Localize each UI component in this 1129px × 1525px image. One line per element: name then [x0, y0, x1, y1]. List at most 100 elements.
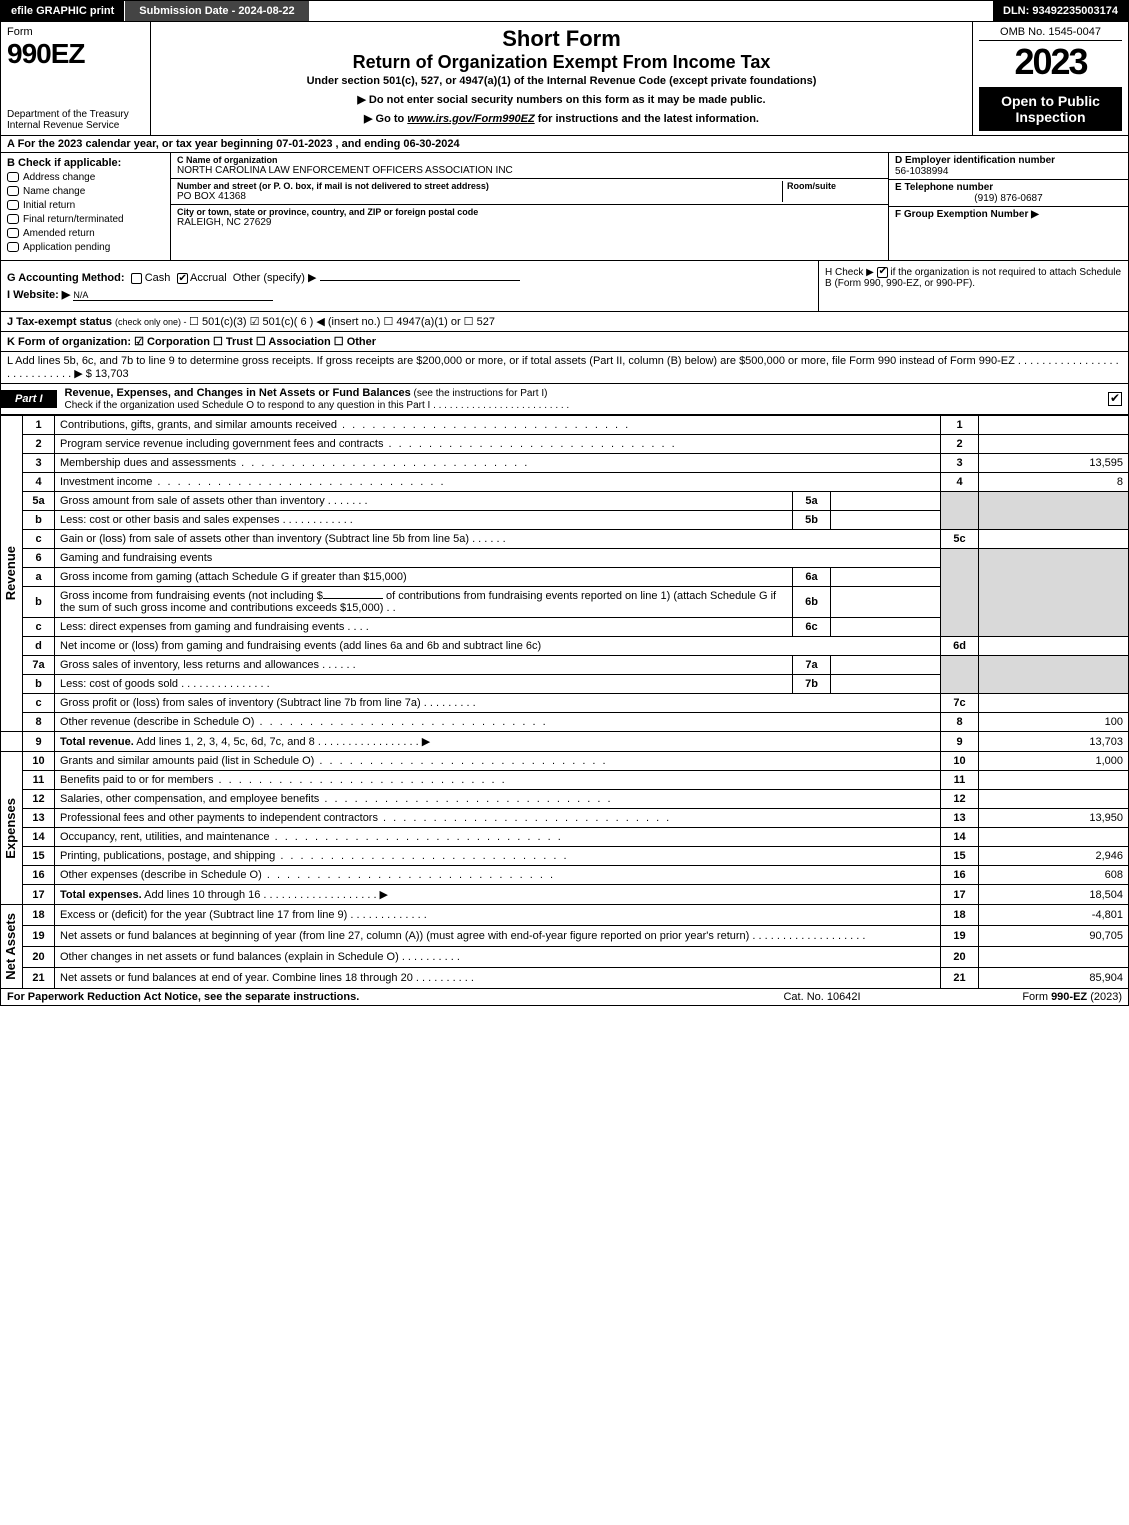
line-13-amt: 13,950 — [979, 809, 1129, 828]
line-5a-sub: 5a — [793, 492, 831, 511]
line-7b-sub: 7b — [793, 675, 831, 694]
org-address: PO BOX 41368 — [177, 191, 782, 202]
g-accrual-label: Accrual — [190, 272, 227, 284]
checkbox-cash[interactable] — [131, 273, 142, 284]
group-exemption-label: F Group Exemption Number ▶ — [895, 209, 1122, 220]
website-value: N/A — [73, 290, 273, 301]
line-19-col: 19 — [941, 925, 979, 946]
line-15-num: 15 — [23, 847, 55, 866]
g-other-label: Other (specify) ▶ — [233, 272, 317, 284]
line-8-num: 8 — [23, 713, 55, 732]
line-11-amt — [979, 771, 1129, 790]
department-label: Department of the Treasury Internal Reve… — [7, 109, 144, 131]
line-21-amt: 85,904 — [979, 967, 1129, 988]
part1-title-text: Revenue, Expenses, and Changes in Net As… — [65, 387, 411, 399]
j-options: ☐ 501(c)(3) ☑ 501(c)( 6 ) ◀ (insert no.)… — [189, 316, 495, 328]
line-8-desc: Other revenue (describe in Schedule O) — [55, 713, 941, 732]
irs-link[interactable]: www.irs.gov/Form990EZ — [407, 113, 534, 125]
cb-final-return[interactable]: Final return/terminated — [7, 214, 164, 225]
line-7b-desc: Less: cost of goods sold . . . . . . . .… — [55, 675, 793, 694]
line-3-col: 3 — [941, 454, 979, 473]
line-9-num: 9 — [23, 732, 55, 752]
line-9-amt: 13,703 — [979, 732, 1129, 752]
topbar-spacer — [309, 1, 993, 21]
line-5b-desc: Less: cost or other basis and sales expe… — [55, 511, 793, 530]
part1-table: Revenue 1 Contributions, gifts, grants, … — [0, 415, 1129, 989]
part1-checkline: Check if the organization used Schedule … — [65, 400, 570, 411]
checkbox-icon — [7, 228, 19, 238]
cb-initial-return[interactable]: Initial return — [7, 200, 164, 211]
line-1-amt — [979, 416, 1129, 435]
line-5b-subval — [831, 511, 941, 530]
line-20-col: 20 — [941, 946, 979, 967]
line-15-desc: Printing, publications, postage, and shi… — [55, 847, 941, 866]
l-text: L Add lines 5b, 6c, and 7b to line 9 to … — [7, 355, 1119, 380]
header-note-1: ▶ Do not enter social security numbers o… — [161, 93, 962, 106]
efile-print-button[interactable]: efile GRAPHIC print — [1, 1, 125, 21]
note2-pre: ▶ Go to — [364, 113, 407, 125]
line-18-num: 18 — [23, 905, 55, 926]
line-5a-desc: Gross amount from sale of assets other t… — [55, 492, 793, 511]
checkbox-icon — [7, 200, 19, 210]
form-title-1: Short Form — [161, 26, 962, 52]
footer-form-pre: Form — [1022, 991, 1051, 1003]
line-6a-sub: 6a — [793, 568, 831, 587]
tax-year: 2023 — [979, 41, 1122, 83]
cb-address-change[interactable]: Address change — [7, 172, 164, 183]
row-l: L Add lines 5b, 6c, and 7b to line 9 to … — [0, 352, 1129, 384]
line-14-num: 14 — [23, 828, 55, 847]
line-6-num: 6 — [23, 549, 55, 568]
line-6b-sub: 6b — [793, 587, 831, 618]
line-10-num: 10 — [23, 752, 55, 771]
cb-label: Initial return — [23, 200, 75, 211]
grey-7 — [941, 656, 979, 694]
line-18-amt: -4,801 — [979, 905, 1129, 926]
line-5b-num: b — [23, 511, 55, 530]
line-1-desc: Contributions, gifts, grants, and simila… — [55, 416, 941, 435]
line-6d-num: d — [23, 637, 55, 656]
line-17-col: 17 — [941, 885, 979, 905]
line-14-desc: Occupancy, rent, utilities, and maintena… — [55, 828, 941, 847]
line-13-col: 13 — [941, 809, 979, 828]
line-12-num: 12 — [23, 790, 55, 809]
line-3-num: 3 — [23, 454, 55, 473]
expenses-sidelabel: Expenses — [1, 752, 23, 905]
cb-label: Application pending — [23, 242, 110, 253]
checkbox-accrual[interactable] — [177, 273, 188, 284]
row-i: I Website: ▶ N/A — [7, 288, 812, 301]
checkbox-icon — [7, 214, 19, 224]
form-title-2: Return of Organization Exempt From Incom… — [161, 52, 962, 73]
line-6d-desc: Net income or (loss) from gaming and fun… — [55, 637, 941, 656]
checkbox-h[interactable] — [877, 267, 888, 278]
line-16-amt: 608 — [979, 866, 1129, 885]
line-4-desc: Investment income — [55, 473, 941, 492]
line-7c-num: c — [23, 694, 55, 713]
cb-name-change[interactable]: Name change — [7, 186, 164, 197]
line-7b-num: b — [23, 675, 55, 694]
dln-label: DLN: 93492235003174 — [993, 1, 1128, 21]
line-6c-sub: 6c — [793, 618, 831, 637]
org-name-label: C Name of organization — [177, 155, 882, 165]
box-b: B Check if applicable: Address change Na… — [1, 153, 171, 260]
row-j: J Tax-exempt status (check only one) - ☐… — [0, 312, 1129, 332]
line-7b-subval — [831, 675, 941, 694]
part-1-title: Revenue, Expenses, and Changes in Net As… — [57, 384, 1108, 414]
cb-amended-return[interactable]: Amended return — [7, 228, 164, 239]
line-2-col: 2 — [941, 435, 979, 454]
netassets-sidelabel: Net Assets — [1, 905, 23, 989]
addr-label: Number and street (or P. O. box, if mail… — [177, 181, 782, 191]
grey-7-amt — [979, 656, 1129, 694]
form-word: Form — [7, 26, 144, 38]
cb-application-pending[interactable]: Application pending — [7, 242, 164, 253]
line-6d-amt — [979, 637, 1129, 656]
line-20-num: 20 — [23, 946, 55, 967]
line-6a-num: a — [23, 568, 55, 587]
part1-schedule-o-checkbox[interactable] — [1108, 392, 1122, 406]
org-name: NORTH CAROLINA LAW ENFORCEMENT OFFICERS … — [177, 165, 882, 176]
line-18-col: 18 — [941, 905, 979, 926]
g-other-input[interactable] — [320, 280, 520, 281]
row-a-tax-year: A For the 2023 calendar year, or tax yea… — [0, 136, 1129, 153]
section-bcdef: B Check if applicable: Address change Na… — [0, 153, 1129, 261]
line-3-desc: Membership dues and assessments — [55, 454, 941, 473]
ghi-left: G Accounting Method: Cash Accrual Other … — [1, 261, 818, 311]
